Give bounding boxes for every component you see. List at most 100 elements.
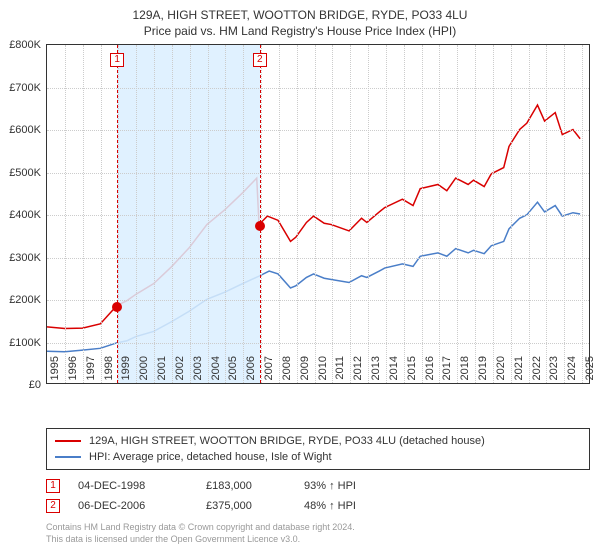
gridline-v (439, 45, 440, 383)
x-tick-label: 2010 (317, 356, 329, 380)
sale-row-box: 2 (46, 499, 60, 513)
sale-marker-vline (117, 45, 118, 383)
gridline-v (65, 45, 66, 383)
gridline-v (332, 45, 333, 383)
gridline-v (172, 45, 173, 383)
gridline-v (582, 45, 583, 383)
x-tick-label: 2022 (531, 356, 543, 380)
x-tick-label: 2020 (495, 356, 507, 380)
sale-row-box: 1 (46, 479, 60, 493)
gridline-h (47, 300, 589, 301)
y-tick-label: £700K (9, 82, 41, 94)
x-tick-label: 2003 (192, 356, 204, 380)
gridline-v (511, 45, 512, 383)
x-tick-label: 2011 (334, 356, 346, 380)
y-axis-labels: £0£100K£200K£300K£400K£500K£600K£700K£80… (1, 45, 45, 383)
gridline-v (529, 45, 530, 383)
x-tick-label: 2017 (441, 356, 453, 380)
chart-title: 129A, HIGH STREET, WOOTTON BRIDGE, RYDE,… (0, 8, 600, 22)
gridline-v (404, 45, 405, 383)
legend-row: HPI: Average price, detached house, Isle… (55, 449, 581, 465)
x-tick-label: 2005 (227, 356, 239, 380)
legend-label: HPI: Average price, detached house, Isle… (89, 451, 332, 463)
sale-row-pct: 93% ↑ HPI (304, 480, 384, 492)
chart-subtitle: Price paid vs. HM Land Registry's House … (0, 24, 600, 38)
x-tick-label: 2024 (566, 356, 578, 380)
gridline-h (47, 173, 589, 174)
y-tick-label: £100K (9, 337, 41, 349)
chart-container: 129A, HIGH STREET, WOOTTON BRIDGE, RYDE,… (0, 0, 600, 545)
legend-swatch (55, 456, 81, 458)
footer-line1: Contains HM Land Registry data © Crown c… (46, 522, 590, 534)
sale-row-date: 06-DEC-2006 (78, 500, 188, 512)
x-tick-label: 2025 (584, 356, 596, 380)
titles: 129A, HIGH STREET, WOOTTON BRIDGE, RYDE,… (0, 8, 600, 38)
sale-marker-box: 1 (110, 53, 124, 67)
x-tick-label: 2018 (459, 356, 471, 380)
x-tick-label: 2000 (138, 356, 150, 380)
plot-area: £0£100K£200K£300K£400K£500K£600K£700K£80… (46, 44, 590, 384)
footer-line2: This data is licensed under the Open Gov… (46, 534, 590, 546)
x-tick-label: 2009 (299, 356, 311, 380)
gridline-h (47, 258, 589, 259)
shaded-region (117, 45, 260, 383)
gridline-v (101, 45, 102, 383)
x-tick-label: 1999 (120, 356, 132, 380)
gridline-v (208, 45, 209, 383)
y-tick-label: £300K (9, 252, 41, 264)
gridline-v (546, 45, 547, 383)
gridline-v (83, 45, 84, 383)
gridline-v (190, 45, 191, 383)
x-tick-label: 2023 (548, 356, 560, 380)
x-tick-label: 1998 (103, 356, 115, 380)
x-tick-label: 2019 (477, 356, 489, 380)
gridline-v (136, 45, 137, 383)
x-tick-label: 1995 (49, 356, 61, 380)
gridline-v (368, 45, 369, 383)
sale-row-price: £183,000 (206, 480, 286, 492)
gridline-h (47, 215, 589, 216)
y-tick-label: £800K (9, 39, 41, 51)
gridline-v (279, 45, 280, 383)
gridline-v (315, 45, 316, 383)
gridline-v (475, 45, 476, 383)
gridline-h (47, 88, 589, 89)
y-tick-label: £500K (9, 167, 41, 179)
sales-table: 104-DEC-1998£183,00093% ↑ HPI206-DEC-200… (46, 476, 590, 516)
legend-swatch (55, 440, 81, 442)
sale-marker-vline (260, 45, 261, 383)
sale-marker-dot (112, 302, 122, 312)
y-tick-label: £200K (9, 294, 41, 306)
x-tick-label: 2007 (263, 356, 275, 380)
x-axis-labels: 1995199619971998199920002001200220032004… (46, 354, 590, 394)
gridline-v (225, 45, 226, 383)
gridline-v (350, 45, 351, 383)
x-tick-label: 2008 (281, 356, 293, 380)
x-tick-label: 2012 (352, 356, 364, 380)
gridline-v (386, 45, 387, 383)
gridline-v (297, 45, 298, 383)
sale-row-pct: 48% ↑ HPI (304, 500, 384, 512)
x-tick-label: 2004 (210, 356, 222, 380)
gridline-v (243, 45, 244, 383)
legend-label: 129A, HIGH STREET, WOOTTON BRIDGE, RYDE,… (89, 435, 485, 447)
legend: 129A, HIGH STREET, WOOTTON BRIDGE, RYDE,… (46, 428, 590, 470)
sale-marker-box: 2 (253, 53, 267, 67)
sale-marker-dot (255, 221, 265, 231)
gridline-v (261, 45, 262, 383)
x-tick-label: 2014 (388, 356, 400, 380)
x-tick-label: 2002 (174, 356, 186, 380)
x-tick-label: 2015 (406, 356, 418, 380)
x-tick-label: 2006 (245, 356, 257, 380)
x-tick-label: 1996 (67, 356, 79, 380)
x-tick-label: 2013 (370, 356, 382, 380)
y-tick-label: £0 (29, 379, 41, 391)
gridline-v (118, 45, 119, 383)
gridline-v (457, 45, 458, 383)
sale-row: 206-DEC-2006£375,00048% ↑ HPI (46, 496, 590, 516)
legend-row: 129A, HIGH STREET, WOOTTON BRIDGE, RYDE,… (55, 433, 581, 449)
y-tick-label: £600K (9, 124, 41, 136)
sale-row: 104-DEC-1998£183,00093% ↑ HPI (46, 476, 590, 496)
x-tick-label: 2021 (513, 356, 525, 380)
x-tick-label: 1997 (85, 356, 97, 380)
